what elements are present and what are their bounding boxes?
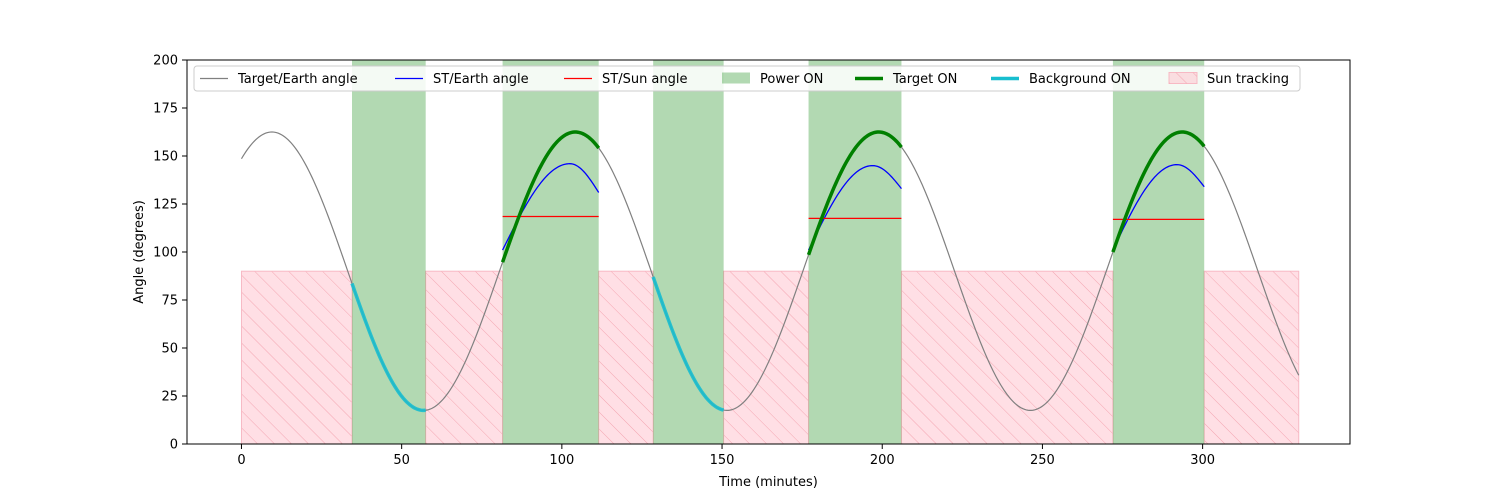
power-on-band	[1112, 60, 1205, 444]
legend-entry: Target ON	[855, 72, 957, 87]
background-on-line	[350, 282, 426, 413]
axes: 0 50 100 150 200 250 300 0 25 50 75 100 125 150 175 200…	[132, 54, 1351, 490]
y-axis-label: Angle (degrees)	[132, 200, 147, 304]
legend-label: ST/Earth angle	[433, 72, 529, 87]
x-tick-label: 300	[1190, 453, 1215, 468]
power-on-band	[653, 60, 724, 444]
legend-swatch-hatch	[1169, 72, 1197, 84]
legend-swatch-power_on	[722, 72, 750, 84]
legend-entry: Background ON	[991, 72, 1131, 87]
sun-tracking-hatch	[1203, 270, 1300, 445]
legend-label: Target/Earth angle	[237, 72, 358, 87]
x-tick-label: 0	[237, 453, 245, 468]
target-on-line	[1111, 130, 1206, 253]
legend-entry: Target/Earth angle	[200, 72, 358, 87]
y-tick-label: 25	[161, 390, 178, 405]
target-on-line	[806, 130, 903, 256]
background-on-line	[651, 276, 725, 412]
data-series	[240, 130, 1300, 413]
power-on-regions	[351, 60, 1205, 444]
y-tick-label: 75	[161, 294, 178, 309]
power-on-band	[351, 60, 426, 444]
x-tick-label: 150	[710, 453, 735, 468]
y-tick-label: 175	[153, 102, 178, 117]
y-tick-label: 125	[153, 198, 178, 213]
sun-tracking-hatch	[900, 270, 1114, 445]
power-on-band	[808, 60, 902, 444]
legend-label: Power ON	[760, 72, 823, 87]
legend-entry: ST/Earth angle	[395, 72, 529, 87]
y-tick-label: 50	[161, 342, 178, 357]
x-tick-label: 50	[393, 453, 410, 468]
legend: Target/Earth angle ST/Earth angle ST/Sun a…	[193, 65, 1301, 92]
x-axis-label: Time (minutes)	[718, 475, 818, 490]
x-tick-label: 250	[1030, 453, 1055, 468]
power-on-band	[502, 60, 599, 444]
legend-entry: ST/Sun angle	[564, 72, 688, 87]
sun-tracking-hatch	[598, 270, 654, 445]
y-tick-label: 150	[153, 150, 178, 165]
y-tick-label: 0	[170, 438, 178, 453]
sun-tracking-hatch	[240, 270, 353, 445]
sun-tracking-hatch	[723, 270, 810, 445]
y-tick-label: 100	[153, 246, 178, 261]
legend-entry: Power ON	[722, 72, 823, 87]
x-tick-label: 100	[549, 453, 574, 468]
x-tick-label: 200	[870, 453, 895, 468]
legend-label: Background ON	[1029, 72, 1131, 87]
legend-entry: Sun tracking	[1168, 72, 1289, 87]
legend-label: Sun tracking	[1207, 72, 1289, 87]
legend-label: ST/Sun angle	[602, 72, 688, 87]
legend-box	[193, 65, 1301, 92]
legend-label: Target ON	[892, 72, 957, 87]
y-tick-label: 200	[153, 54, 178, 69]
sun-tracking-hatch	[425, 270, 504, 445]
target-on-line	[500, 130, 601, 263]
